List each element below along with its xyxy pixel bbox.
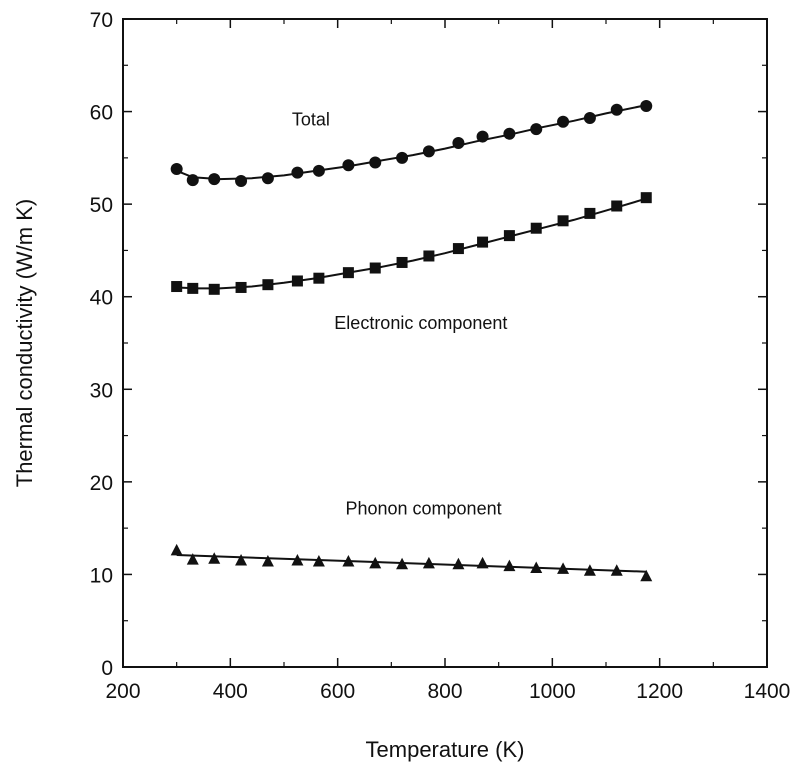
series-1-point: [477, 236, 489, 248]
series-1-point: [640, 192, 652, 204]
y-tick-label: 0: [101, 657, 113, 680]
x-tick-label: 1400: [744, 680, 791, 703]
series-1-point: [396, 256, 408, 268]
series-2-point: [530, 561, 543, 573]
series-1-point: [187, 282, 199, 294]
series-1-point: [611, 200, 623, 212]
y-tick-label: 20: [90, 472, 113, 495]
series-0-point: [530, 123, 543, 136]
x-tick-label: 400: [213, 680, 248, 703]
data-markers: [170, 100, 653, 582]
series-2-point: [557, 562, 570, 574]
series-2-fit-line: [176, 554, 647, 573]
series-1-point: [452, 243, 464, 255]
series-1-point: [291, 275, 303, 287]
series-2-point: [261, 554, 274, 567]
series-0-point: [342, 159, 355, 172]
series-0-point: [422, 145, 435, 158]
series-0-point: [583, 112, 596, 125]
series-0-point: [291, 166, 304, 179]
series-2-point: [342, 554, 355, 567]
series-2-point: [170, 543, 183, 556]
series-2-point: [452, 557, 465, 570]
y-tick-label: 30: [90, 379, 113, 402]
x-tick-label: 1000: [529, 680, 576, 703]
series-0-point: [610, 103, 623, 116]
annotations: Total Electronic component Phonon componen…: [292, 109, 508, 518]
tick-labels: 200 400 600 800 1000 1200 1400 0 10 20 30 40 50 60 70: [90, 9, 791, 703]
y-axis-title: Thermal conductivity (W/m K): [12, 199, 37, 488]
series-0-point: [312, 164, 325, 177]
series-0-point: [452, 137, 465, 150]
series-0-point: [261, 172, 274, 185]
axis-ticks: [122, 18, 768, 668]
x-tick-label: 800: [427, 680, 462, 703]
series-2-point: [396, 557, 409, 570]
plot-border: [122, 18, 768, 668]
y-tick-label: 40: [90, 287, 113, 310]
series-0-point: [640, 100, 653, 113]
series-2-point: [640, 569, 653, 582]
series-0-point: [170, 162, 183, 175]
y-tick-label: 50: [90, 194, 113, 217]
x-tick-label: 1200: [636, 680, 683, 703]
series-1-point: [423, 250, 435, 262]
series-0-point: [369, 156, 382, 169]
series-1-point: [235, 281, 247, 293]
plot-frame: [122, 18, 768, 668]
x-tick-label: 600: [320, 680, 355, 703]
series-1-point: [557, 215, 569, 227]
series-2-point: [291, 554, 304, 566]
series-1-point: [313, 272, 325, 284]
series-1-point: [503, 230, 515, 242]
series-1-point: [208, 283, 220, 295]
series-2-point: [503, 559, 516, 572]
series-2-point: [312, 554, 325, 567]
series-0-point: [476, 130, 489, 143]
y-tick-label: 10: [90, 564, 113, 587]
x-tick-label: 200: [105, 680, 140, 703]
annotation-label: Phonon component: [345, 498, 501, 518]
series-2-point: [610, 564, 623, 576]
series-1-point: [262, 279, 274, 291]
y-tick-label: 70: [90, 9, 113, 32]
series-0-fit-line: [176, 104, 647, 181]
series-0-point: [557, 115, 570, 128]
series-2-point: [476, 556, 489, 569]
series-0-point: [503, 127, 516, 140]
series-2-point: [235, 554, 248, 566]
series-0-point: [208, 173, 221, 186]
series-0-point: [186, 174, 199, 187]
series-2-point: [369, 556, 382, 569]
y-tick-label: 60: [90, 102, 113, 125]
series-1-point: [342, 267, 354, 279]
series-1-point: [530, 222, 542, 234]
series-2-point: [422, 556, 435, 569]
series-2-point: [186, 553, 199, 565]
series-1-fit-line: [176, 197, 647, 290]
annotation-label: Electronic component: [334, 313, 507, 333]
series-2-point: [208, 552, 221, 564]
series-0-point: [396, 151, 409, 164]
series-1-point: [584, 207, 596, 219]
series-2-point: [583, 564, 596, 576]
annotation-label: Total: [292, 109, 330, 129]
series-1-point: [171, 281, 183, 293]
series-1-point: [369, 262, 381, 274]
x-axis-title: Temperature (K): [366, 737, 525, 762]
series-0-point: [235, 175, 248, 187]
